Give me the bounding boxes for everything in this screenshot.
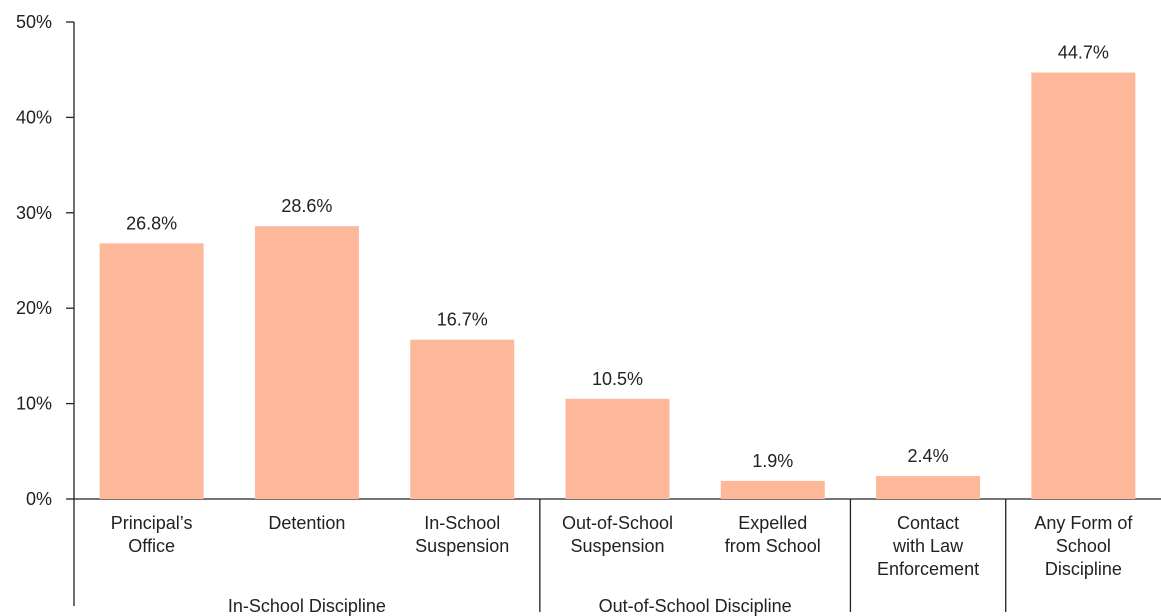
- x-tick-label: In-School Suspension: [415, 513, 509, 556]
- y-tick-label: 50%: [16, 12, 52, 32]
- x-tick-label: Principal’s Office: [111, 513, 193, 556]
- y-tick-label: 20%: [16, 298, 52, 318]
- data-label: 28.6%: [281, 196, 332, 216]
- chart-bars: [99, 72, 1136, 499]
- data-label: 2.4%: [908, 446, 949, 466]
- x-tick-label: Contact with Law Enforcement: [877, 513, 979, 579]
- bar: [565, 398, 670, 499]
- bar: [254, 226, 359, 499]
- x-tick-label: Out-of-School Suspension: [562, 513, 673, 556]
- y-tick-label: 10%: [16, 394, 52, 414]
- bar: [410, 339, 515, 499]
- x-tick-label: Expelled from School: [725, 513, 821, 556]
- group-label: Out-of-School Discipline: [599, 596, 792, 616]
- x-tick-label: Detention: [268, 513, 345, 533]
- bar: [99, 243, 204, 499]
- y-tick-label: 30%: [16, 203, 52, 223]
- chart-labels: 0% 10% 20% 30% 40% 50% In-School Discipline Out…: [16, 12, 1133, 616]
- x-tick-label: Any Form of School Discipline: [1034, 513, 1133, 579]
- data-label: 1.9%: [752, 451, 793, 471]
- data-label: 10.5%: [592, 369, 643, 389]
- data-label: 16.7%: [437, 310, 488, 330]
- y-tick-label: 40%: [16, 107, 52, 127]
- bar: [1031, 72, 1136, 499]
- bar: [876, 476, 981, 499]
- bar: [720, 480, 825, 499]
- data-label: 44.7%: [1058, 43, 1109, 63]
- group-label: In-School Discipline: [228, 596, 386, 616]
- data-label: 26.8%: [126, 213, 177, 233]
- y-tick-label: 0%: [26, 489, 52, 509]
